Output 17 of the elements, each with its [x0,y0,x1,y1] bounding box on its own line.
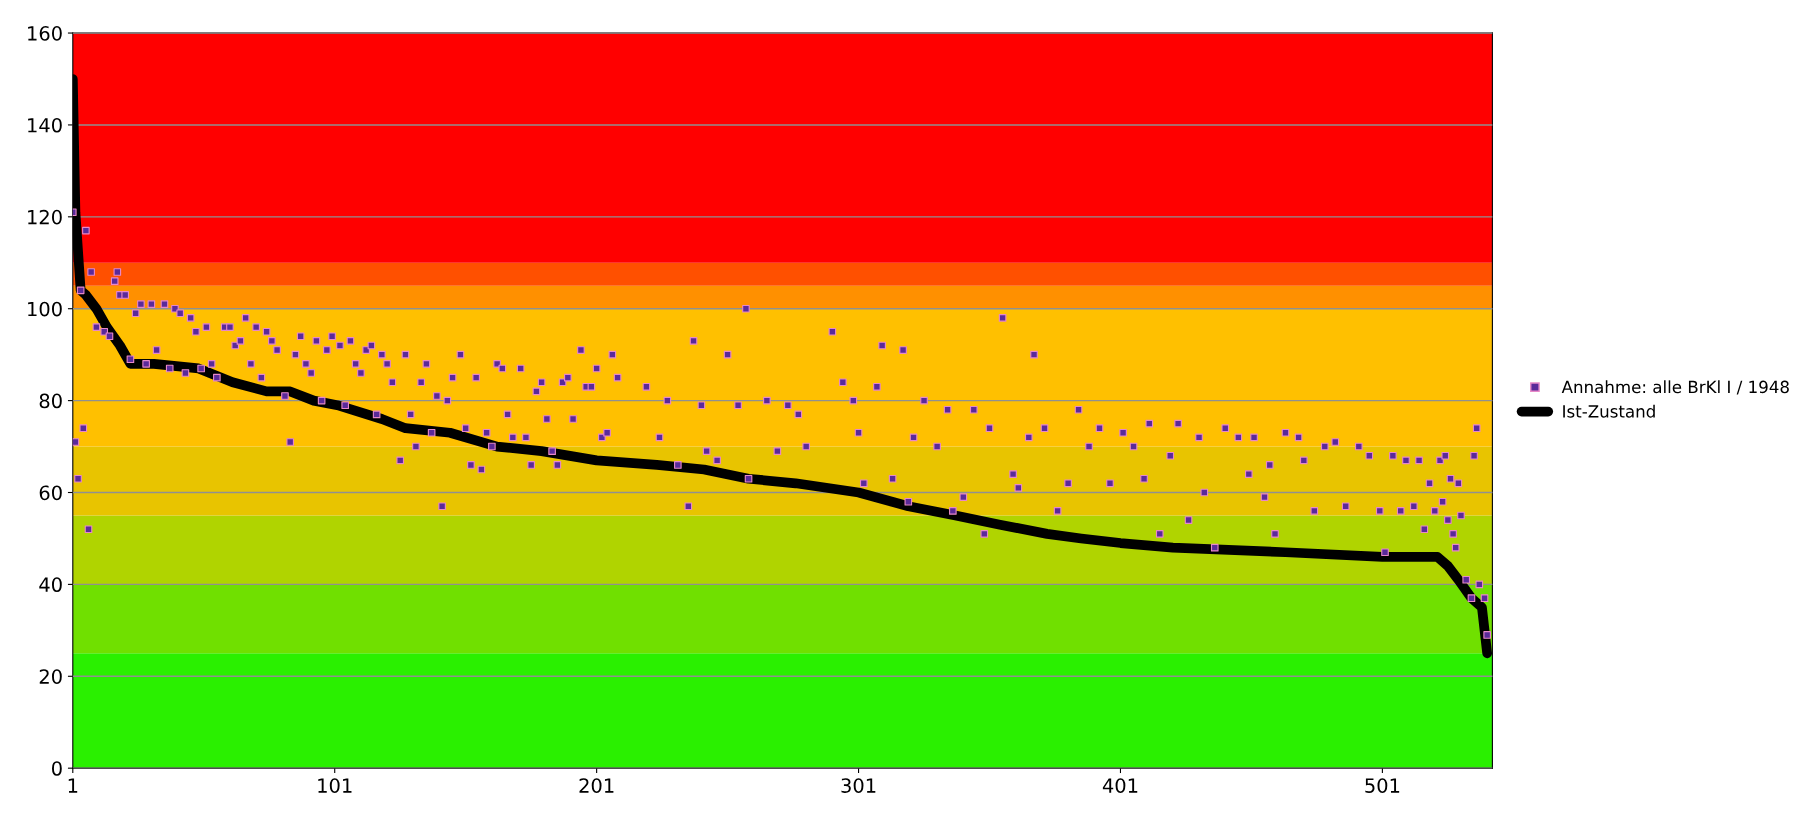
y-tick-label: 60 [39,485,62,501]
x-tick-label: 401 [1102,778,1138,793]
y-tick-label: 140 [28,117,62,133]
x-tick-label: 201 [579,778,614,793]
y-tick-label: 20 [39,669,62,684]
x-tick-label: 501 [1365,778,1400,793]
y-tick-label: 80 [39,393,62,409]
y-tick-label: 160 [28,26,62,41]
x-tick-label: 1 [68,778,78,793]
y-tick-label: 0 [51,761,62,776]
y-tick-label: 100 [28,301,62,317]
legend-label: Ist-Zustand [1563,404,1655,418]
x-tick-label: 101 [318,778,352,793]
legend-label: Annahme: alle BrKl I / 1948 [1561,380,1789,395]
x-tick-label: 301 [841,778,876,793]
y-tick-label: 120 [28,209,62,225]
y-tick-label: 40 [39,577,62,593]
